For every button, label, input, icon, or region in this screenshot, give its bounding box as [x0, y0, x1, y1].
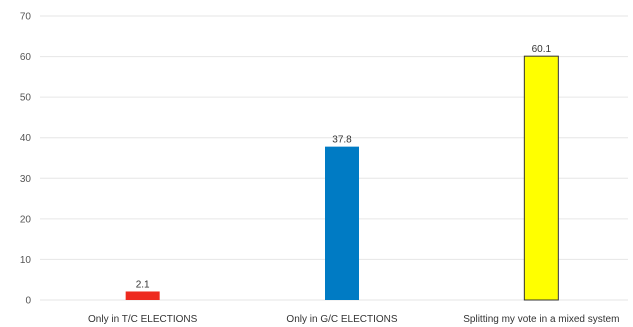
y-tick-label: 50 — [20, 93, 32, 104]
y-tick-label: 0 — [25, 296, 31, 307]
category-label: Only in G/C ELECTIONS — [286, 314, 397, 325]
data-label: 60.1 — [532, 44, 552, 55]
y-axis-ticks: 0 10 20 30 40 50 60 70 — [20, 12, 32, 307]
x-axis-labels: Only in T/C ELECTIONS Only in G/C ELECTIO… — [88, 314, 619, 325]
data-label: 2.1 — [136, 279, 150, 290]
bars — [125, 55, 559, 301]
bar — [523, 55, 559, 301]
y-tick-label: 20 — [20, 214, 32, 225]
y-tick-label: 60 — [20, 52, 32, 63]
category-label: Only in T/C ELECTIONS — [88, 314, 198, 325]
y-tick-label: 30 — [20, 174, 32, 185]
bar — [325, 146, 359, 300]
data-label: 37.8 — [332, 135, 352, 146]
y-tick-label: 10 — [20, 255, 32, 266]
data-labels: 2.1 37.8 60.1 — [136, 44, 552, 290]
y-tick-label: 70 — [20, 12, 32, 23]
bar — [125, 291, 160, 300]
y-tick-label: 40 — [20, 133, 32, 144]
category-label: Splitting my vote in a mixed system — [463, 314, 619, 325]
